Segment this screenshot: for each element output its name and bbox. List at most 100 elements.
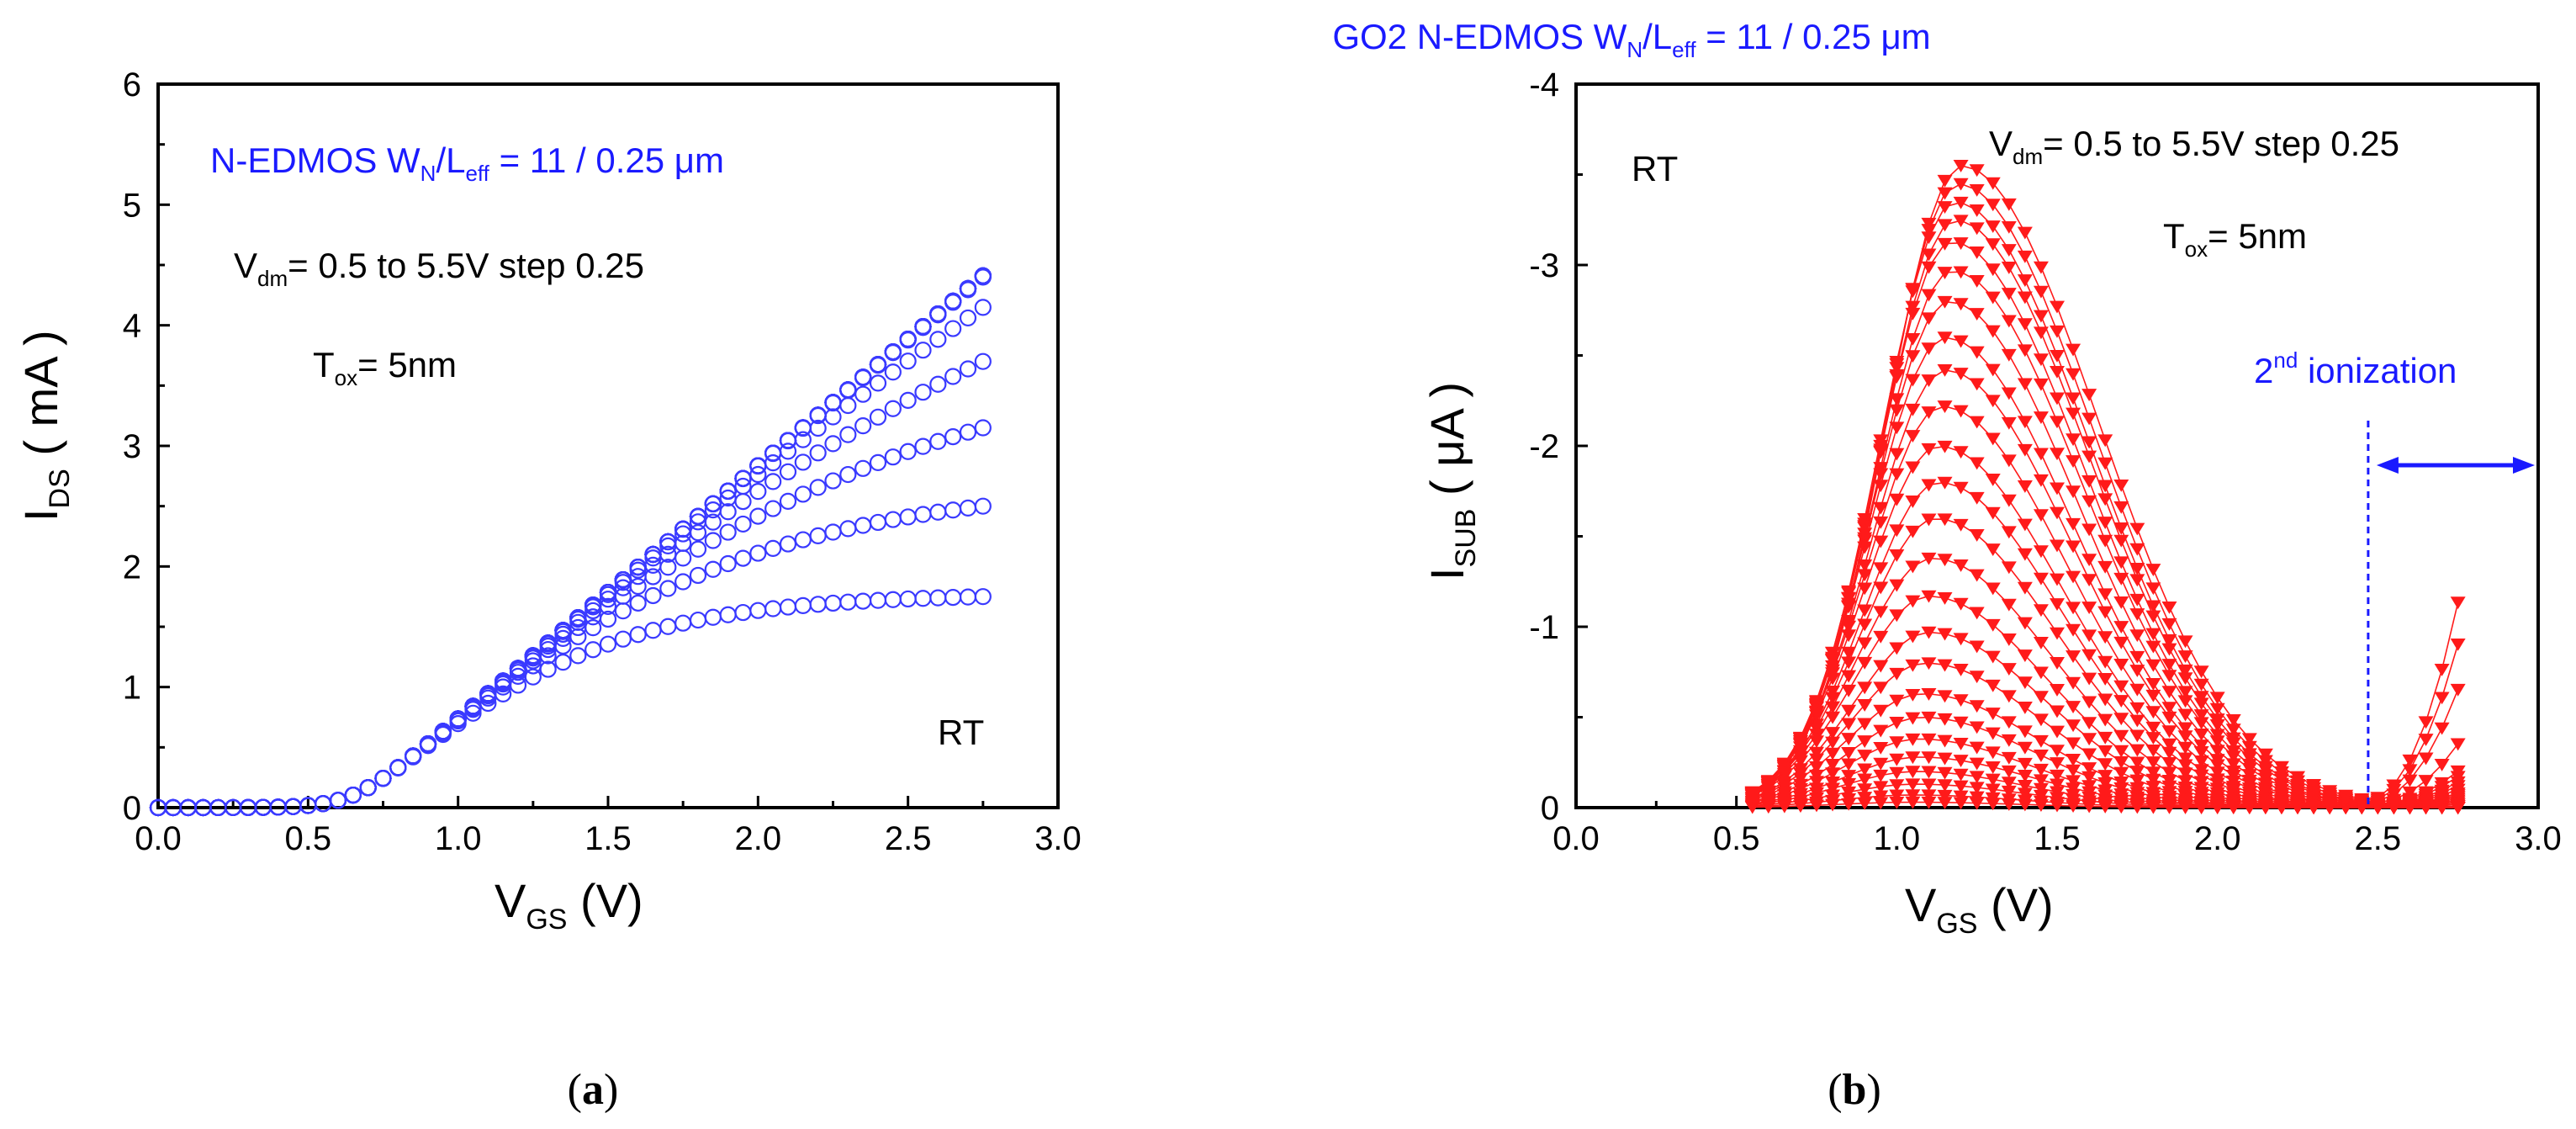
chart-b-point (2050, 573, 2065, 586)
chart-b-point (2113, 713, 2129, 726)
chart-b-point (1873, 681, 1889, 695)
chart-a-point (944, 368, 962, 385)
chart-a-point (884, 448, 902, 466)
chart-b-point (2145, 600, 2161, 613)
chart-b-point (2001, 348, 2017, 362)
chart-b-point (1953, 335, 1969, 348)
chart-b-point (2434, 692, 2450, 705)
chart-b-point (2097, 758, 2113, 771)
chart-b-point (2066, 368, 2081, 381)
chart-b-arrow-head-right (2513, 457, 2535, 474)
chart-b-point (2081, 672, 2097, 686)
chart-a-point (569, 647, 587, 665)
chart-a-point (974, 419, 992, 437)
chart-b-point (2017, 725, 2033, 739)
chart-a-ylabel: IDS ( mA ) (14, 330, 76, 522)
chart-b-ytick-label: 0 (1541, 790, 1559, 827)
chart-b-point (2097, 457, 2113, 470)
chart-b-point (2033, 261, 2049, 274)
chart-a-point (809, 596, 827, 613)
chart-b-point (2066, 623, 2081, 637)
chart-a-point (734, 477, 752, 496)
chart-b-point (2017, 548, 2033, 561)
chart-a-point (884, 343, 902, 361)
caption-a: (a) (568, 1066, 619, 1114)
chart-b-point (2066, 775, 2081, 788)
chart-b-point (2113, 479, 2129, 492)
chart-b-point (1873, 535, 1889, 549)
chart-b-point (2418, 716, 2434, 729)
chart-b-point (1969, 771, 1985, 784)
chart-b-point (1921, 733, 1937, 746)
chart-b-point (1953, 633, 1969, 646)
chart-b-point (1921, 513, 1937, 527)
chart-a-point (959, 423, 977, 441)
chart-a-frame (156, 82, 1060, 809)
chart-b-xtick-label: 1.5 (2034, 820, 2081, 857)
chart-a-point (719, 554, 737, 573)
chart-b-point (1841, 747, 1857, 760)
chart-a-point (599, 591, 617, 608)
chart-a-point (764, 500, 782, 517)
chart-b-point (1985, 363, 2001, 377)
chart-a-vdm-label: Vdm= 0.5 to 5.5V step 0.25 (234, 246, 644, 291)
chart-b-point (1953, 755, 1969, 768)
chart-b-point (2161, 618, 2177, 631)
chart-b-point (1937, 476, 1953, 490)
chart-b-point (2161, 766, 2177, 780)
chart-a-point (869, 453, 887, 471)
chart-b-point (2434, 759, 2450, 771)
chart-b-point (1841, 718, 1857, 731)
chart-a-point (839, 520, 857, 538)
chart-a-point (914, 384, 932, 401)
chart-b-point (2050, 349, 2065, 363)
chart-b-point (1841, 592, 1857, 606)
chart-a-xtick-label: 1.0 (435, 820, 482, 857)
chart-b-point (2001, 734, 2017, 747)
chart-b-point (2177, 686, 2193, 699)
chart-b-point (1889, 404, 1905, 417)
chart-b-point (1792, 741, 1808, 755)
chart-a-point (749, 602, 767, 619)
chart-b-point (2081, 748, 2097, 761)
chart-b-point (2145, 582, 2161, 596)
chart-b-point (1841, 786, 1857, 799)
chart-b-point (2161, 702, 2177, 715)
chart-b-tox-label: Tox= 5nm (2163, 216, 2307, 262)
chart-b-point (1969, 782, 1985, 795)
chart-b-point (2129, 543, 2145, 556)
chart-b-series (1744, 160, 2466, 815)
chart-b-point (2066, 517, 2081, 531)
chart-a-point (434, 723, 452, 740)
chart-b-point (2129, 593, 2145, 607)
chart-b-point (1857, 656, 1873, 670)
chart-b-point (1841, 646, 1857, 660)
chart-b-point (2017, 443, 2033, 457)
chart-a-point (719, 482, 737, 500)
chart-b-point (2066, 701, 2081, 714)
chart-b-point (2097, 745, 2113, 758)
chart-b-point (1857, 718, 1873, 731)
chart-b-point (2241, 740, 2257, 754)
chart-b-point (2050, 506, 2065, 520)
chart-a-point (704, 495, 722, 512)
chart-b-point (2017, 318, 2033, 331)
chart-a-point (779, 598, 797, 616)
chart-b-point (2418, 775, 2434, 787)
chart-a-point (944, 320, 962, 337)
chart-a-point (929, 331, 947, 348)
chart-b-point (1969, 529, 1985, 542)
chart-b-point (1921, 766, 1937, 779)
chart-b-point (2001, 716, 2017, 729)
chart-a-xlabel: VGS (V) (495, 874, 643, 936)
chart-b-point (2050, 778, 2065, 792)
chart-b-point (2033, 666, 2049, 680)
chart-b-point (1921, 789, 1937, 803)
chart-b-point (1937, 513, 1953, 527)
chart-b-point (1969, 721, 1985, 734)
chart-b-point (2241, 758, 2257, 771)
chart-b-point (2113, 755, 2129, 769)
chart-b-point (2050, 539, 2065, 553)
chart-b-point (2050, 392, 2065, 405)
chart-b-point (1985, 783, 2001, 797)
